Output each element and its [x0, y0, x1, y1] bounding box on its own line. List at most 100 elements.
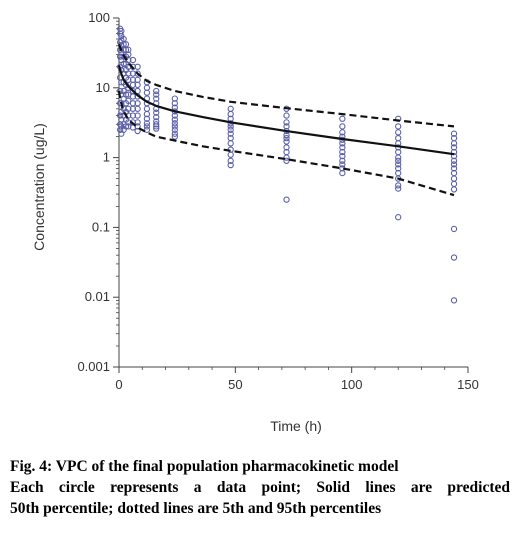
data-point [283, 134, 290, 142]
data-point [450, 140, 458, 147]
data-point [227, 123, 234, 130]
y-tick-label: 0.001 [77, 359, 110, 374]
data-point [395, 123, 402, 130]
data-point [450, 157, 458, 164]
data-point [339, 157, 346, 164]
chart-svg: 0.001 0.01 0.1 1 10 100 0 50 100 150 Time (h) Con… [31, 10, 479, 434]
caption-title: Fig. 4: VPC of the final population phar… [10, 458, 399, 475]
data-point [143, 123, 151, 130]
x-axis-title: Time (h) [270, 418, 322, 434]
data-point [227, 151, 234, 158]
data-point [171, 120, 178, 127]
x-tick-label: 50 [228, 377, 242, 392]
data-point [171, 133, 178, 140]
figure-caption: Fig. 4: VPC of the final population phar… [10, 456, 510, 519]
data-point [227, 105, 234, 112]
data-point [339, 129, 346, 136]
caption-body-line-2: 50th percentile; dotted lines are 5th an… [10, 500, 382, 517]
data-point [227, 130, 234, 137]
data-point [134, 81, 141, 89]
data-point [134, 63, 141, 70]
data-point [171, 112, 178, 119]
observed-points [117, 25, 458, 304]
data-point [339, 115, 346, 122]
data-point [227, 140, 234, 147]
median-line [117, 65, 455, 156]
data-point [395, 134, 402, 142]
data-point [339, 161, 346, 168]
data-point [120, 60, 127, 68]
data-point [339, 148, 346, 156]
data-point [134, 119, 141, 126]
data-point [283, 157, 290, 164]
data-point [153, 121, 160, 128]
data-point [395, 154, 402, 161]
data-point [339, 140, 346, 147]
data-point [395, 185, 402, 192]
data-point [171, 130, 178, 137]
data-point [125, 97, 132, 105]
data-point [143, 115, 151, 122]
y-axis-title: Concentration (ug/L) [31, 123, 47, 251]
data-point [227, 126, 234, 133]
y-tick-label: 10 [96, 80, 110, 95]
percentile-dashed-line [117, 90, 455, 197]
data-point [171, 123, 178, 130]
data-point [118, 79, 125, 86]
caption-body-line-1: Each circle represents a data point; Sol… [10, 479, 510, 496]
data-point [143, 105, 151, 112]
data-point [395, 129, 402, 136]
data-point [450, 180, 458, 188]
data-point [395, 161, 402, 168]
data-point [134, 112, 141, 119]
data-point [283, 154, 290, 161]
data-point [153, 109, 160, 116]
data-point [134, 70, 141, 77]
data-point [450, 161, 458, 168]
data-point [283, 138, 290, 145]
data-point [450, 254, 458, 261]
percentile-dashed-line [117, 43, 455, 128]
data-point [134, 127, 141, 135]
data-point [171, 126, 178, 133]
data-point [450, 130, 458, 137]
x-tick-label: 100 [341, 377, 363, 392]
data-point [143, 120, 151, 127]
data-point [395, 157, 402, 164]
data-point [117, 53, 124, 60]
data-point [153, 87, 160, 95]
y-tick-label: 100 [88, 10, 110, 25]
y-tick-label: 0.1 [92, 219, 110, 234]
axes: 0.001 0.01 0.1 1 10 100 0 50 100 150 [77, 10, 478, 392]
data-point [143, 89, 151, 96]
data-point [339, 123, 346, 130]
data-point [117, 112, 124, 119]
data-point [227, 157, 234, 164]
data-point [171, 100, 178, 107]
data-point [117, 126, 124, 133]
data-point [283, 112, 290, 119]
data-point [450, 148, 458, 156]
data-point [450, 225, 458, 233]
x-tick-label: 0 [115, 377, 122, 392]
data-point [153, 123, 160, 130]
data-point [171, 116, 178, 123]
data-point [153, 113, 160, 121]
data-point [283, 131, 290, 139]
data-point [129, 56, 137, 64]
vpc-chart: 0.001 0.01 0.1 1 10 100 0 50 100 150 Time (h) Con… [31, 10, 479, 434]
data-point [153, 125, 160, 132]
data-point [283, 119, 290, 126]
data-point [450, 186, 458, 193]
data-point [283, 196, 290, 203]
data-point [339, 169, 346, 177]
data-point [122, 91, 130, 98]
y-tick-label: 0.01 [85, 289, 110, 304]
data-point [450, 297, 458, 304]
data-point [395, 182, 402, 189]
data-point [227, 161, 234, 169]
data-point [395, 214, 402, 221]
data-point [134, 105, 141, 112]
y-tick-label: 1 [103, 150, 110, 165]
data-point [450, 175, 458, 182]
